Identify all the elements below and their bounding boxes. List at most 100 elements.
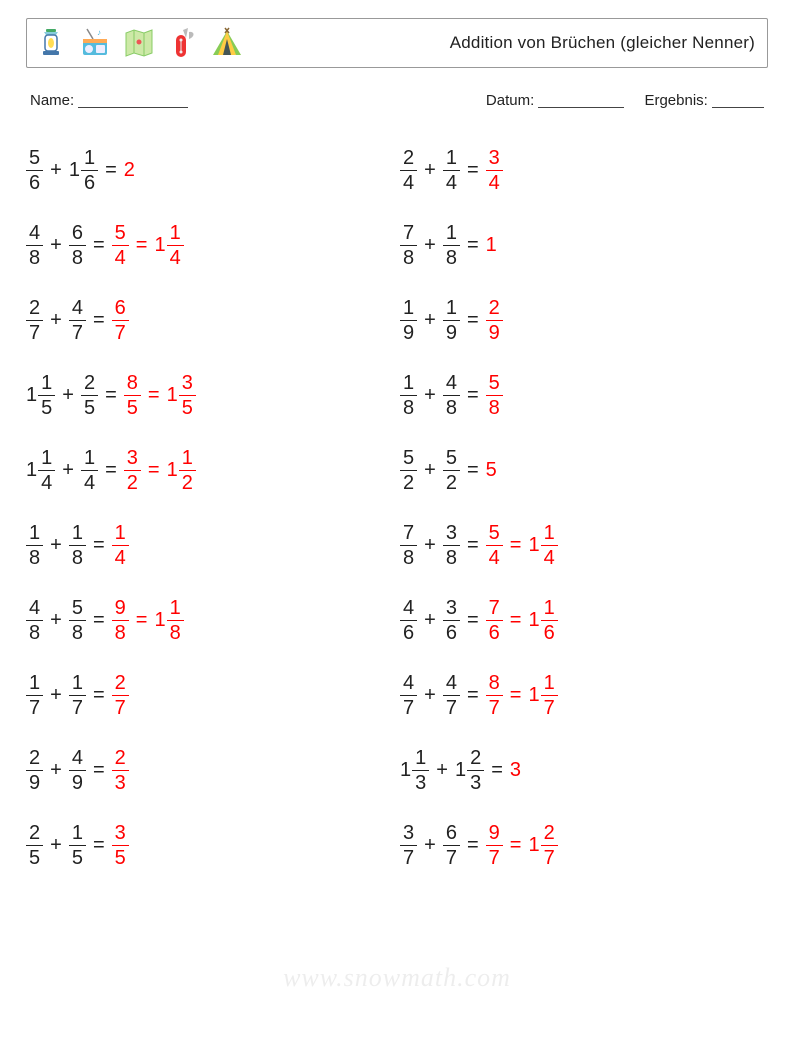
fraction: 29 [486, 298, 503, 343]
date-label: Datum: [486, 92, 534, 109]
plus-sign: + [50, 309, 62, 332]
plus-sign: + [50, 609, 62, 632]
mixed-number: 114 [528, 523, 557, 568]
fraction: 18 [26, 523, 43, 568]
mixed-number: 135 [167, 373, 196, 418]
fraction: 47 [69, 298, 86, 343]
fraction: 49 [69, 748, 86, 793]
plus-sign: + [424, 834, 436, 857]
integer: 3 [510, 759, 521, 782]
fraction: 52 [400, 448, 417, 493]
fraction: 46 [400, 598, 417, 643]
problem: 78+18=1 [400, 208, 764, 283]
fraction: 32 [124, 448, 141, 493]
plus-sign: + [424, 684, 436, 707]
watermark: www.snowmath.com [0, 963, 794, 993]
header-icon-row: ♪ [33, 25, 245, 61]
swiss-knife-icon [165, 25, 201, 61]
fraction: 78 [400, 523, 417, 568]
problem: 47+47=87=117 [400, 658, 764, 733]
equals-sign: = [510, 534, 522, 557]
plus-sign: + [62, 384, 74, 407]
fraction: 18 [443, 223, 460, 268]
mixed-number: 114 [26, 448, 55, 493]
problem: 115+25=85=135 [26, 358, 390, 433]
fraction: 14 [443, 148, 460, 193]
plus-sign: + [424, 459, 436, 482]
date-blank[interactable] [538, 93, 624, 108]
equals-sign: = [93, 759, 105, 782]
fraction: 47 [443, 673, 460, 718]
fraction: 15 [69, 823, 86, 868]
equals-sign: = [467, 159, 479, 182]
lantern-icon [33, 25, 69, 61]
mixed-number: 116 [528, 598, 557, 643]
score-blank[interactable] [712, 93, 764, 108]
mixed-number: 113 [400, 748, 429, 793]
equals-sign: = [467, 459, 479, 482]
fraction: 78 [400, 223, 417, 268]
problem: 56+116=2 [26, 133, 390, 208]
plus-sign: + [50, 159, 62, 182]
plus-sign: + [62, 459, 74, 482]
fraction: 23 [112, 748, 129, 793]
mixed-number: 112 [167, 448, 196, 493]
problem: 18+48=58 [400, 358, 764, 433]
mixed-number: 127 [528, 823, 557, 868]
equals-sign: = [510, 834, 522, 857]
map-icon [121, 25, 157, 61]
header-box: ♪ [26, 18, 768, 68]
plus-sign: + [424, 534, 436, 557]
problem: 48+58=98=118 [26, 583, 390, 658]
equals-sign: = [467, 534, 479, 557]
plus-sign: + [424, 384, 436, 407]
problem: 46+36=76=116 [400, 583, 764, 658]
fraction: 87 [486, 673, 503, 718]
fraction: 68 [69, 223, 86, 268]
equals-sign: = [136, 234, 148, 257]
plus-sign: + [424, 309, 436, 332]
equals-sign: = [93, 684, 105, 707]
worksheet-page: ♪ [0, 0, 794, 1053]
equals-sign: = [467, 609, 479, 632]
mixed-number: 118 [154, 598, 183, 643]
mixed-number: 115 [26, 373, 55, 418]
fraction: 58 [486, 373, 503, 418]
fraction: 25 [81, 373, 98, 418]
integer: 5 [486, 459, 497, 482]
name-blank[interactable] [78, 93, 188, 108]
fraction: 27 [26, 298, 43, 343]
plus-sign: + [50, 234, 62, 257]
problem: 78+38=54=114 [400, 508, 764, 583]
fraction: 18 [400, 373, 417, 418]
equals-sign: = [105, 384, 117, 407]
fraction: 48 [443, 373, 460, 418]
fraction: 29 [26, 748, 43, 793]
problem: 19+19=29 [400, 283, 764, 358]
problem: 18+18=14 [26, 508, 390, 583]
fraction: 47 [400, 673, 417, 718]
fraction: 35 [112, 823, 129, 868]
plus-sign: + [424, 234, 436, 257]
problem: 17+17=27 [26, 658, 390, 733]
fraction: 37 [400, 823, 417, 868]
score-label: Ergebnis: [644, 92, 707, 109]
fraction: 24 [400, 148, 417, 193]
equals-sign: = [148, 384, 160, 407]
fraction: 19 [443, 298, 460, 343]
plus-sign: + [50, 834, 62, 857]
fraction: 14 [81, 448, 98, 493]
plus-sign: + [436, 759, 448, 782]
integer: 2 [124, 159, 135, 182]
name-field: Name: [30, 90, 486, 109]
fraction: 19 [400, 298, 417, 343]
equals-sign: = [510, 684, 522, 707]
fraction: 17 [69, 673, 86, 718]
fraction: 17 [26, 673, 43, 718]
fraction: 14 [112, 523, 129, 568]
plus-sign: + [424, 159, 436, 182]
fraction: 56 [26, 148, 43, 193]
plus-sign: + [424, 609, 436, 632]
mixed-number: 117 [528, 673, 557, 718]
fraction: 54 [486, 523, 503, 568]
